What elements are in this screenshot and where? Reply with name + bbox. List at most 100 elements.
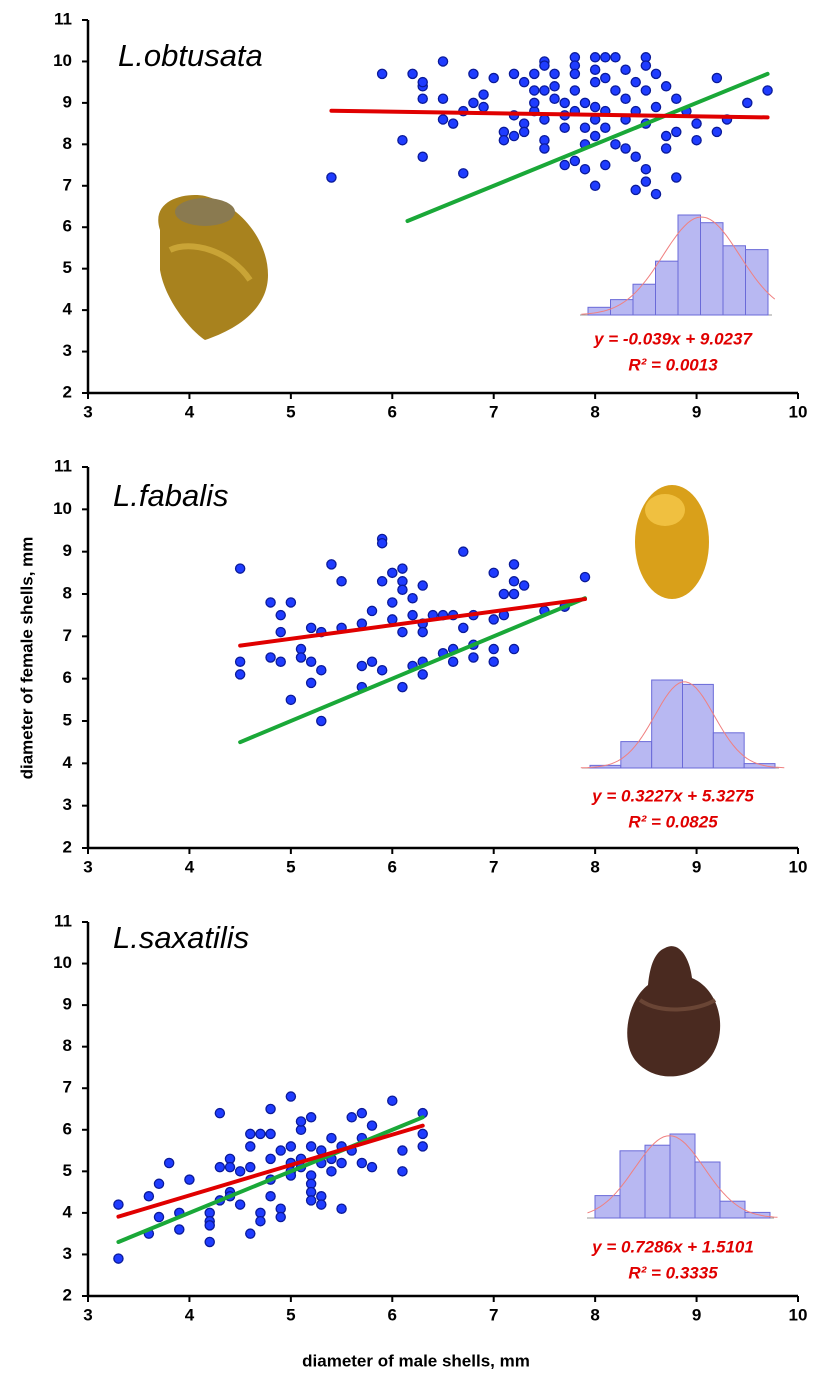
x-tick-label: 5 <box>286 1305 295 1324</box>
r-squared: R² = 0.0825 <box>628 812 718 831</box>
data-point <box>449 119 458 128</box>
data-point <box>459 169 468 178</box>
data-point <box>185 1175 194 1184</box>
data-point <box>621 94 630 103</box>
data-point <box>307 678 316 687</box>
data-point <box>276 628 285 637</box>
data-point <box>641 61 650 70</box>
data-point <box>580 98 589 107</box>
x-tick-label: 6 <box>388 1305 397 1324</box>
inset-bar <box>621 742 652 768</box>
data-point <box>520 127 529 136</box>
y-tick-label: 2 <box>63 837 72 856</box>
y-tick-label: 10 <box>53 51 72 70</box>
data-point <box>418 581 427 590</box>
data-point <box>114 1254 123 1263</box>
data-point <box>469 653 478 662</box>
data-point <box>296 1117 305 1126</box>
inset-bar <box>645 1145 670 1218</box>
data-point <box>144 1192 153 1201</box>
data-point <box>550 94 559 103</box>
y-tick-label: 9 <box>63 995 72 1014</box>
data-point <box>509 577 518 586</box>
inset-bar <box>745 1212 770 1218</box>
data-point <box>236 1167 245 1176</box>
y-tick-label: 7 <box>63 1078 72 1097</box>
y-tick-label: 6 <box>63 668 72 687</box>
data-point <box>327 1133 336 1142</box>
data-point <box>651 189 660 198</box>
data-point <box>236 1200 245 1209</box>
inset-bar <box>652 680 683 768</box>
data-point <box>570 156 579 165</box>
data-point <box>378 539 387 548</box>
equation: y = 0.7286x + 1.5101 <box>591 1237 754 1256</box>
data-point <box>246 1229 255 1238</box>
data-point <box>641 86 650 95</box>
snail-fabalis <box>635 485 709 599</box>
data-point <box>205 1221 214 1230</box>
data-point <box>672 173 681 182</box>
species-label: L.fabalis <box>113 478 228 513</box>
y-tick-label: 11 <box>54 9 72 28</box>
data-point <box>398 628 407 637</box>
data-point <box>286 1142 295 1151</box>
data-point <box>479 90 488 99</box>
data-point <box>236 657 245 666</box>
data-point <box>459 547 468 556</box>
data-point <box>337 1204 346 1213</box>
y-tick-label: 11 <box>54 456 72 475</box>
data-point <box>530 86 539 95</box>
data-point <box>317 716 326 725</box>
data-point <box>570 86 579 95</box>
data-point <box>550 82 559 91</box>
inset-bar <box>620 1151 645 1218</box>
data-point <box>418 152 427 161</box>
x-tick-label: 10 <box>789 1305 808 1324</box>
equation: y = 0.3227x + 5.3275 <box>591 786 754 805</box>
y-tick-label: 8 <box>63 1036 72 1055</box>
data-point <box>509 69 518 78</box>
data-point <box>246 1163 255 1172</box>
data-point <box>266 1192 275 1201</box>
x-tick-label: 9 <box>692 402 701 421</box>
data-point <box>641 177 650 186</box>
data-point <box>540 115 549 124</box>
y-tick-label: 9 <box>63 541 72 560</box>
inset-bar <box>670 1134 695 1218</box>
data-point <box>388 615 397 624</box>
data-point <box>256 1217 265 1226</box>
y-tick-label: 7 <box>63 626 72 645</box>
data-point <box>327 560 336 569</box>
data-point <box>641 165 650 174</box>
snail-saxatilis <box>627 946 720 1076</box>
data-point <box>378 666 387 675</box>
data-point <box>580 123 589 132</box>
y-tick-label: 9 <box>63 92 72 111</box>
data-point <box>499 589 508 598</box>
data-point <box>276 611 285 620</box>
data-point <box>651 102 660 111</box>
x-tick-label: 8 <box>590 402 599 421</box>
y-tick-label: 4 <box>63 1202 73 1221</box>
r-squared: R² = 0.3335 <box>628 1263 718 1282</box>
data-point <box>540 86 549 95</box>
data-point <box>418 94 427 103</box>
regression-line <box>118 1126 422 1217</box>
data-point <box>550 69 559 78</box>
x-axis-label: diameter of male shells, mm <box>302 1351 530 1370</box>
data-point <box>662 82 671 91</box>
data-point <box>530 69 539 78</box>
y-tick-label: 2 <box>63 382 72 401</box>
data-point <box>489 644 498 653</box>
data-point <box>580 572 589 581</box>
data-point <box>398 1167 407 1176</box>
data-point <box>266 598 275 607</box>
inset-bar <box>695 1162 720 1218</box>
data-point <box>175 1225 184 1234</box>
x-tick-label: 9 <box>692 1305 701 1324</box>
x-tick-label: 4 <box>185 857 195 876</box>
data-point <box>266 653 275 662</box>
data-point <box>621 65 630 74</box>
data-point <box>438 57 447 66</box>
